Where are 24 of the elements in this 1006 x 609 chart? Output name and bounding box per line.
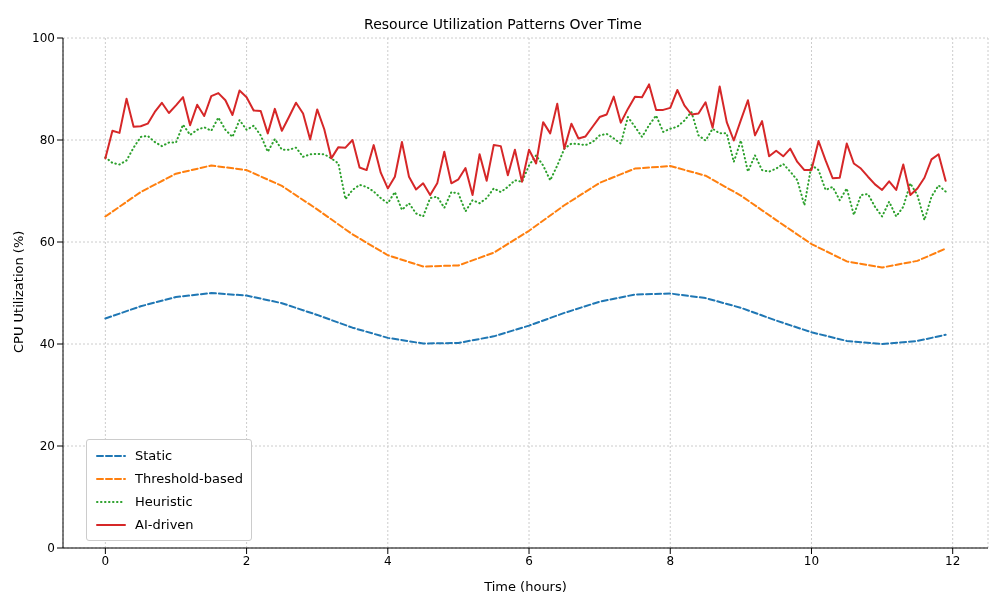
y-tick-label: 40 (39, 337, 55, 352)
line-series (104, 110, 947, 222)
y-tick-label: 80 (39, 133, 55, 148)
x-tick-label: 12 (945, 553, 961, 568)
x-tick-label: 0 (101, 553, 110, 568)
x-axis-title: Time (hours) (483, 579, 567, 594)
x-tick-label: 4 (383, 553, 392, 568)
x-tick-label: 6 (525, 553, 533, 568)
x-tick-label: 10 (803, 553, 820, 568)
line-series (104, 164, 947, 269)
y-tick-label: 20 (39, 439, 55, 454)
legend-label: Threshold-based (135, 470, 243, 488)
x-tick-label: 8 (666, 553, 675, 568)
x-tick-label: 2 (242, 553, 251, 568)
y-tick-label: 100 (32, 31, 55, 46)
y-tick-label: 0 (47, 541, 55, 556)
line-series (104, 83, 947, 197)
y-tick-label: 60 (39, 235, 55, 250)
y-axis-title: CPU Utilization (%) (10, 230, 26, 353)
chart-title: Resource Utilization Patterns Over Time (363, 16, 643, 32)
legend-label: Static (135, 447, 173, 465)
legend-label: AI-driven (135, 516, 194, 534)
line-series (104, 292, 947, 345)
legend-label: Heuristic (135, 493, 193, 511)
